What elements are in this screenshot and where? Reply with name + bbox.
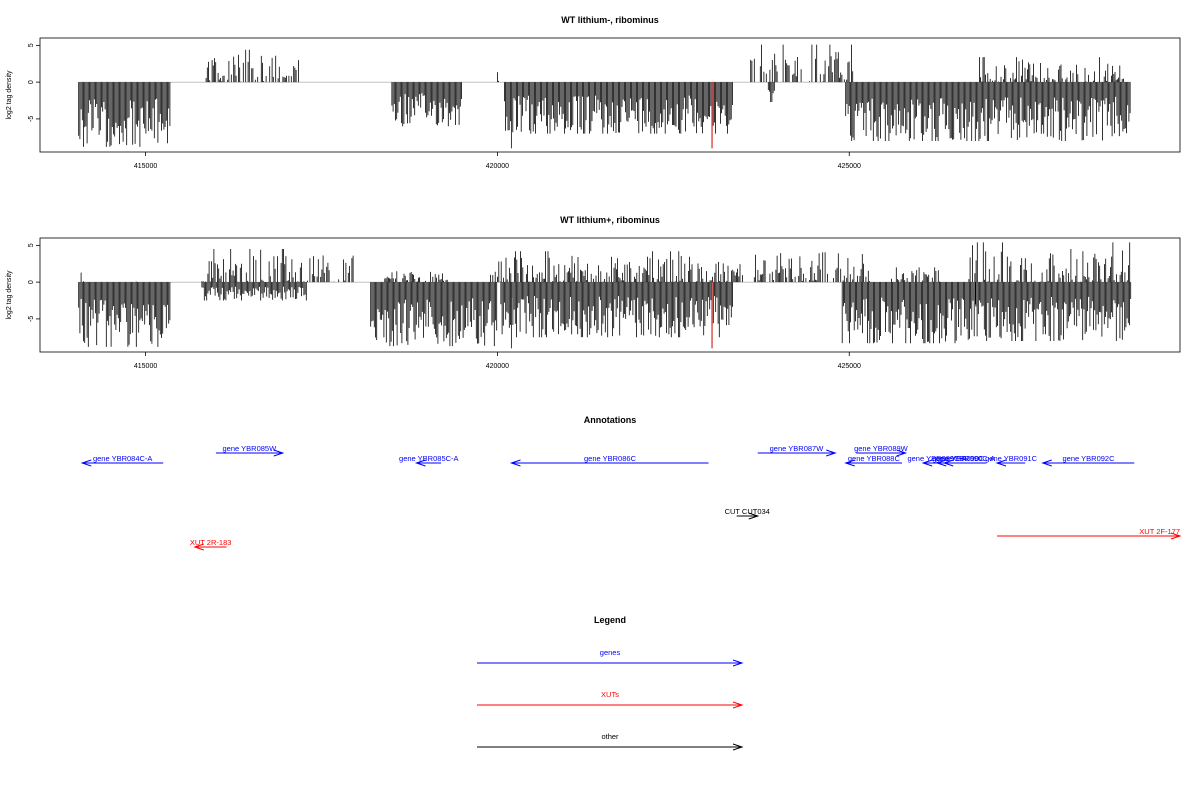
x-tick-label: 415000: [134, 163, 157, 170]
legend-arrowhead: [732, 743, 744, 751]
signal-bars-positive: [384, 271, 448, 283]
feature-arrowhead: [1041, 459, 1052, 467]
feature-label: gene YBR087W: [770, 444, 825, 453]
feature-label: gene YBR092C: [1063, 454, 1116, 463]
y-tick-label: 5: [28, 43, 35, 47]
feature-label: gene YBR089W: [854, 444, 909, 453]
signal-bars-positive: [80, 272, 84, 283]
feature-arrowhead: [942, 459, 954, 467]
feature-arrowhead: [193, 543, 204, 551]
legend-label: other: [601, 732, 619, 741]
annotation-feature: CUT CUT034: [725, 507, 770, 520]
chart-title: WT lithium+, ribominus: [560, 215, 660, 225]
annotation-feature: gene YBR091C: [985, 454, 1038, 467]
y-tick-label: 5: [28, 243, 35, 247]
annotation-feature: gene YBR085C-A: [399, 454, 459, 467]
signal-bars-positive: [750, 44, 854, 83]
signal-bars-negative: [504, 82, 733, 134]
signal-bars-positive: [490, 251, 743, 283]
signal-bars-positive: [968, 242, 1131, 283]
feature-arrowhead: [1170, 532, 1182, 540]
legend-item: other: [477, 732, 744, 751]
legend-item: XUTs: [477, 690, 744, 709]
signal-bars-positive: [753, 252, 870, 283]
feature-arrowhead: [921, 459, 933, 467]
feature-label: gene YBR085C-A: [399, 454, 458, 463]
panel-lithium-minus: WT lithium-, ribominus log2 tag density 5 0…: [6, 15, 1181, 170]
signal-bars-negative: [975, 282, 1132, 341]
legend-item: genes: [477, 648, 744, 667]
signal-bars-negative: [841, 282, 976, 344]
plot-frame: [39, 237, 1181, 353]
feature-label: gene YBR088C: [848, 454, 901, 463]
y-tick-label: -5: [28, 316, 35, 322]
annotation-feature: gene YBR086C: [509, 454, 709, 467]
feature-label: XUT 2R-183: [190, 538, 232, 547]
x-tick-label: 425000: [838, 163, 861, 170]
feature-arrowhead: [896, 449, 908, 457]
panel-lithium-plus: WT lithium+, ribominus log2 tag density 5 0…: [6, 215, 1181, 370]
signal-bars-negative: [78, 282, 171, 347]
feature-label: gene YBR084C-A: [93, 454, 152, 463]
signal-bars-negative: [767, 82, 775, 102]
x-tick-label: 420000: [486, 363, 509, 370]
feature-arrowhead: [80, 459, 92, 467]
legend-label: XUTs: [601, 690, 619, 699]
signal-bars-positive: [205, 49, 299, 83]
annotation-feature: gene YBR085W: [215, 444, 285, 457]
annotation-feature: gene YBR087W: [757, 444, 837, 457]
feature-label: XUT 2F-177: [1139, 527, 1180, 536]
y-tick-label: 0: [28, 280, 35, 284]
feature-label: gene YBR090C: [932, 454, 985, 463]
feature-label: CUT CUT034: [725, 507, 770, 516]
signal-bars-positive: [201, 249, 354, 283]
signal-bars-negative: [500, 282, 733, 338]
signal-bars-negative: [845, 82, 1131, 141]
annotations-title: Annotations: [584, 415, 637, 425]
feature-arrowhead: [509, 459, 521, 467]
annotation-feature: gene YBR089W: [854, 444, 909, 457]
feature-arrowhead: [935, 459, 947, 467]
y-tick-label: -5: [28, 116, 35, 122]
chart-title: WT lithium-, ribominus: [561, 15, 659, 25]
feature-label: gene YBR089C-A: [907, 454, 966, 463]
annotation-feature: gene YBR084C-A: [80, 454, 164, 467]
annotation-feature: XUT 2F-177: [997, 527, 1182, 540]
annotation-feature: gene YBR090C-A: [936, 454, 995, 467]
feature-arrowhead: [826, 449, 837, 457]
signal-bars-negative: [78, 82, 171, 147]
feature-label: gene YBR086C: [584, 454, 637, 463]
y-axis-label: log2 tag density: [6, 70, 13, 120]
annotations-panel: Annotations gene YBR084C-A gene YBR085W ge…: [80, 415, 1182, 551]
y-axis-label: log2 tag density: [6, 270, 13, 320]
annotation-feature: gene YBR092C: [1041, 454, 1135, 467]
signal-bars-positive: [891, 267, 940, 283]
legend-arrowhead: [732, 659, 744, 667]
x-tick-label: 425000: [838, 363, 861, 370]
feature-arrowhead: [273, 449, 285, 457]
signal-bars-negative: [201, 282, 307, 301]
signal-bars-negative: [370, 282, 498, 347]
feature-arrowhead: [414, 459, 426, 467]
signal-bars-positive: [979, 57, 1124, 83]
plot-frame: [39, 37, 1181, 153]
feature-arrowhead: [844, 459, 855, 467]
x-tick-label: 415000: [134, 363, 157, 370]
annotation-feature: gene YBR088C: [844, 454, 903, 467]
legend-panel: Legend genes XUTs other: [477, 615, 744, 751]
feature-label: gene YBR091C: [985, 454, 1038, 463]
y-tick-label: 0: [28, 80, 35, 84]
legend-label: genes: [600, 648, 621, 657]
x-tick-label: 420000: [486, 163, 509, 170]
feature-arrowhead: [748, 512, 760, 520]
signal-bars-positive: [497, 72, 499, 83]
feature-arrowhead: [995, 459, 1007, 467]
annotation-feature: XUT 2R-183: [190, 538, 232, 551]
legend-arrowhead: [732, 701, 744, 709]
legend-title: Legend: [594, 615, 626, 625]
signal-bars-negative: [391, 82, 462, 127]
feature-label: gene YBR085W: [223, 444, 278, 453]
feature-label: gene YBR090C-A: [936, 454, 995, 463]
